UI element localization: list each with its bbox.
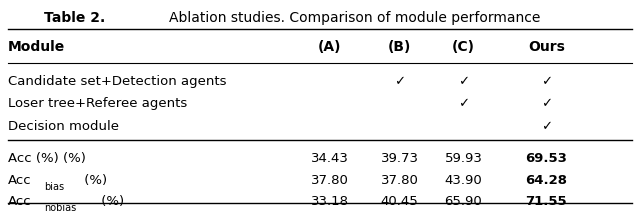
Text: ✓: ✓ bbox=[541, 120, 552, 133]
Text: 34.43: 34.43 bbox=[310, 152, 349, 165]
Text: (B): (B) bbox=[388, 40, 412, 54]
Text: ✓: ✓ bbox=[458, 97, 469, 110]
Text: ✓: ✓ bbox=[458, 75, 469, 88]
Text: 69.53: 69.53 bbox=[525, 152, 567, 165]
Text: ✓: ✓ bbox=[541, 75, 552, 88]
Text: Ours: Ours bbox=[528, 40, 564, 54]
Text: 37.80: 37.80 bbox=[310, 174, 349, 187]
Text: Ablation studies. Comparison of module performance: Ablation studies. Comparison of module p… bbox=[170, 11, 541, 25]
Text: Decision module: Decision module bbox=[8, 120, 119, 133]
Text: Acc: Acc bbox=[8, 195, 31, 208]
Text: Acc: Acc bbox=[8, 174, 31, 187]
Text: ✓: ✓ bbox=[394, 75, 405, 88]
Text: 37.80: 37.80 bbox=[381, 174, 419, 187]
Text: 43.90: 43.90 bbox=[445, 174, 483, 187]
Text: 64.28: 64.28 bbox=[525, 174, 567, 187]
Text: 39.73: 39.73 bbox=[381, 152, 419, 165]
Text: 65.90: 65.90 bbox=[445, 195, 483, 208]
Text: (%): (%) bbox=[97, 195, 124, 208]
Text: 59.93: 59.93 bbox=[444, 152, 483, 165]
Text: Module: Module bbox=[8, 40, 65, 54]
Text: bias: bias bbox=[44, 181, 64, 192]
Text: 71.55: 71.55 bbox=[525, 195, 567, 208]
Text: (C): (C) bbox=[452, 40, 475, 54]
Text: (%): (%) bbox=[81, 174, 108, 187]
Text: Loser tree+Referee agents: Loser tree+Referee agents bbox=[8, 97, 187, 110]
Text: 40.45: 40.45 bbox=[381, 195, 419, 208]
Text: Acc (%) (%): Acc (%) (%) bbox=[8, 152, 86, 165]
Text: 33.18: 33.18 bbox=[310, 195, 349, 208]
Text: Table 2.: Table 2. bbox=[44, 11, 106, 25]
Text: ✓: ✓ bbox=[541, 97, 552, 110]
Text: (A): (A) bbox=[318, 40, 341, 54]
Text: Candidate set+Detection agents: Candidate set+Detection agents bbox=[8, 75, 227, 88]
Text: nobias: nobias bbox=[44, 203, 76, 213]
